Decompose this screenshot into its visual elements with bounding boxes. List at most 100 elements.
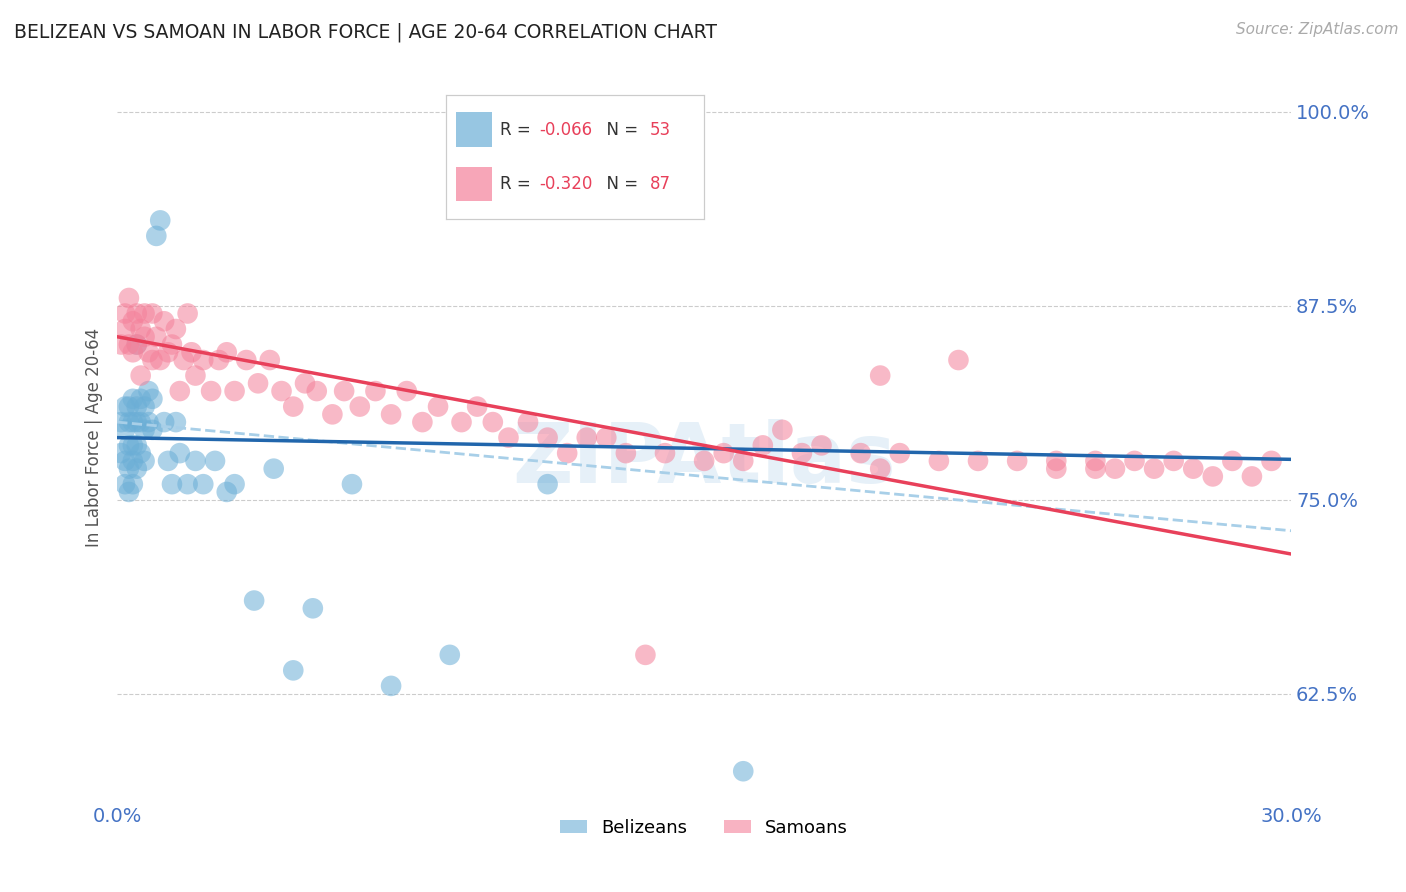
Point [395,384,418,398]
Point [321,408,343,422]
Point [134,400,156,414]
Point [180,345,202,359]
Point [121,477,143,491]
Point [869,368,891,383]
Point [693,454,716,468]
Point [134,423,156,437]
Point [160,477,183,491]
Point [125,306,148,320]
Point [129,392,152,406]
Point [134,306,156,320]
Point [121,415,143,429]
Point [247,376,270,391]
Point [427,400,450,414]
Point [114,477,136,491]
Text: Source: ZipAtlas.com: Source: ZipAtlas.com [1236,22,1399,37]
Point [270,384,292,398]
Point [129,368,152,383]
Point [129,446,152,460]
Point [349,400,371,414]
Point [294,376,316,391]
Point [125,461,148,475]
Point [110,415,132,429]
Point [208,353,231,368]
Point [595,431,617,445]
Point [165,322,187,336]
Point [1220,454,1243,468]
Point [263,461,285,475]
Point [482,415,505,429]
Point [215,345,238,359]
Point [465,400,488,414]
Point [121,345,143,359]
Point [204,454,226,468]
Point [200,384,222,398]
Point [340,477,363,491]
Point [967,454,990,468]
Point [948,353,970,368]
Legend: Belizeans, Samoans: Belizeans, Samoans [553,812,855,845]
Point [215,484,238,499]
Point [1260,454,1282,468]
Point [790,446,813,460]
Point [114,423,136,437]
Point [575,431,598,445]
Point [157,345,180,359]
Point [1163,454,1185,468]
Point [283,400,305,414]
Point [733,764,755,779]
Point [141,423,163,437]
Point [193,477,215,491]
Point [733,454,755,468]
Point [1240,469,1263,483]
Point [129,415,152,429]
Point [770,423,793,437]
Point [125,438,148,452]
Text: BELIZEAN VS SAMOAN IN LABOR FORCE | AGE 20-64 CORRELATION CHART: BELIZEAN VS SAMOAN IN LABOR FORCE | AGE … [14,22,717,42]
Point [121,314,143,328]
Point [1202,469,1225,483]
Point [114,400,136,414]
Point [121,438,143,452]
Point [333,384,356,398]
Point [118,461,141,475]
Point [536,477,558,491]
Point [169,384,191,398]
Point [450,415,472,429]
Text: ZIPAtlas: ZIPAtlas [512,419,896,500]
Point [176,306,198,320]
Point [869,461,891,475]
Point [889,446,911,460]
Point [517,415,540,429]
Point [114,322,136,336]
Point [145,228,167,243]
Point [141,392,163,406]
Point [1143,461,1166,475]
Point [141,306,163,320]
Point [176,477,198,491]
Point [118,415,141,429]
Point [145,330,167,344]
Point [1084,461,1107,475]
Point [165,415,187,429]
Point [149,213,172,227]
Point [536,431,558,445]
Point [138,415,160,429]
Point [134,454,156,468]
Point [129,322,152,336]
Point [810,438,832,452]
Point [118,291,141,305]
Point [301,601,323,615]
Point [153,415,176,429]
Point [110,337,132,351]
Point [149,353,172,368]
Point [157,454,180,468]
Point [134,330,156,344]
Point [118,337,141,351]
Point [125,337,148,351]
Point [283,664,305,678]
Point [411,415,433,429]
Point [634,648,657,662]
Point [1084,454,1107,468]
Point [173,353,195,368]
